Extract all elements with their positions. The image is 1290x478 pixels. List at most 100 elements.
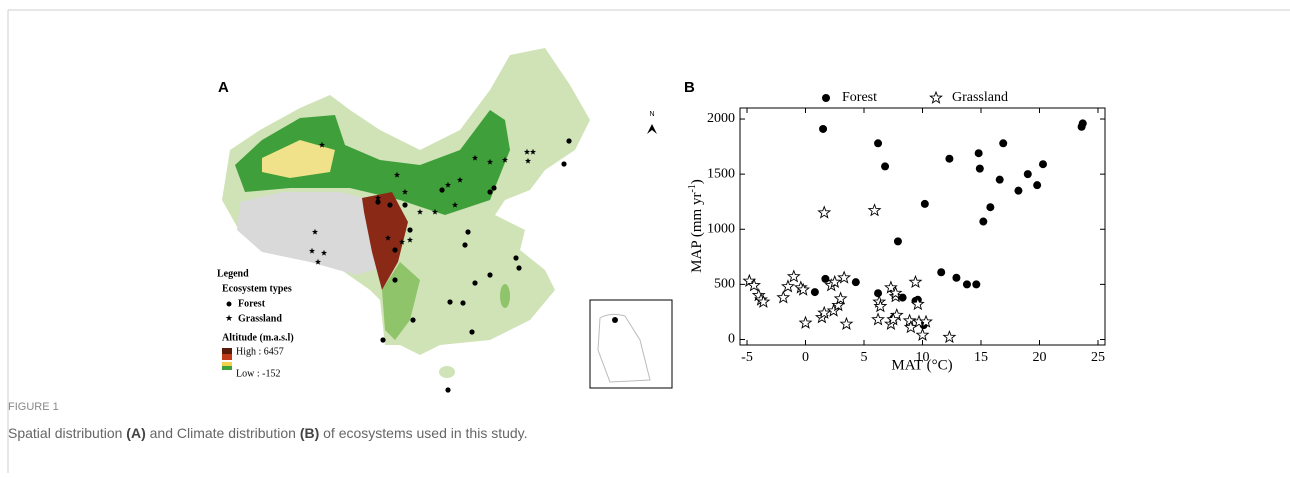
map-forest-site — [392, 247, 397, 252]
point-star — [788, 271, 799, 282]
point-circle — [921, 200, 929, 208]
map-forest-site — [445, 387, 450, 392]
taiwan — [500, 284, 510, 308]
legend-label: Forest — [842, 90, 877, 105]
x-tick-label: 10 — [916, 350, 930, 365]
point-circle — [821, 275, 829, 283]
point-star — [782, 281, 793, 292]
point-circle — [963, 280, 971, 288]
point-circle — [1024, 170, 1032, 178]
figure: A N Legend Ecosystem types Forest ★ Gras… — [0, 0, 1290, 473]
point-star — [872, 314, 883, 325]
point-circle — [852, 278, 860, 286]
y-tick-label: 1000 — [707, 221, 735, 236]
map-forest-site — [402, 202, 407, 207]
map-forest-site — [407, 227, 412, 232]
y-tick-label: 500 — [714, 277, 735, 292]
ramp-lowest — [222, 366, 232, 370]
caption-part: and Climate distribution — [146, 425, 300, 441]
map-forest-site — [447, 299, 452, 304]
point-circle — [819, 125, 827, 133]
map-forest-site — [387, 202, 392, 207]
point-circle — [1014, 187, 1022, 195]
caption-part: of ecosystems used in this study. — [319, 425, 527, 441]
point-star — [800, 317, 811, 328]
point-star — [778, 292, 789, 303]
map-forest-site — [460, 300, 465, 305]
point-star — [835, 293, 846, 304]
y-tick-label: 2000 — [707, 111, 735, 126]
map-forest-site — [465, 229, 470, 234]
x-tick-label: 5 — [861, 350, 868, 365]
point-circle — [874, 139, 882, 147]
point-circle — [986, 203, 994, 211]
point-star — [819, 207, 830, 218]
point-star — [944, 331, 955, 342]
caption-part: Spatial distribution — [8, 425, 126, 441]
point-circle — [1079, 119, 1087, 127]
point-circle — [976, 165, 984, 173]
map-forest-site — [487, 272, 492, 277]
point-star — [910, 276, 921, 287]
y-label-sup: -1 — [687, 184, 698, 192]
map-forest-site — [392, 277, 397, 282]
map-forest-site — [513, 255, 518, 260]
x-tick-label: 15 — [974, 350, 988, 365]
y-tick-label: 1500 — [707, 166, 735, 181]
point-circle — [945, 155, 953, 163]
point-circle — [979, 218, 987, 226]
point-circle — [952, 274, 960, 282]
map-forest-site — [472, 280, 477, 285]
point-circle — [881, 162, 889, 170]
map-forest-site — [491, 185, 496, 190]
point-circle — [1039, 160, 1047, 168]
legend-forest-marker — [227, 302, 232, 307]
point-circle — [937, 268, 945, 276]
ramp-high — [222, 348, 232, 354]
map-forest-site — [375, 199, 380, 204]
x-tick-label: 0 — [802, 350, 809, 365]
panel-label: A — [218, 79, 229, 96]
point-circle — [972, 280, 980, 288]
point-circle — [999, 139, 1007, 147]
y-axis-label: MAP (mm yr-1) — [687, 179, 705, 273]
point-star — [930, 92, 941, 103]
point-star — [917, 329, 928, 340]
map-forest-site — [410, 317, 415, 322]
altitude-high: High : 6457 — [236, 346, 284, 357]
y-label-text: MAP (mm yr — [689, 193, 705, 273]
point-circle — [1033, 181, 1041, 189]
legend-altitude: Altitude (m.a.s.l) — [222, 332, 294, 343]
point-circle — [822, 94, 830, 102]
map-forest-site — [469, 329, 474, 334]
x-tick-label: 25 — [1091, 350, 1105, 365]
map-forest-site — [516, 265, 521, 270]
legend-subtitle: Ecosystem types — [222, 283, 292, 294]
caption-ref: (B) — [300, 425, 319, 441]
panel-label: B — [684, 79, 695, 96]
map-forest-site — [380, 337, 385, 342]
point-circle — [811, 288, 819, 296]
ramp-mid — [222, 354, 232, 360]
legend-grassland-marker: ★ — [225, 313, 233, 323]
caption: Spatial distribution (A) and Climate dis… — [8, 425, 528, 441]
point-circle — [975, 149, 983, 157]
ramp-low — [222, 362, 232, 366]
y-label-end: ) — [689, 179, 705, 184]
plot-frame — [740, 108, 1105, 345]
map-forest-site — [566, 138, 571, 143]
inset-site — [612, 317, 618, 323]
x-tick-label: -5 — [741, 350, 753, 365]
inset-box — [590, 300, 672, 388]
point-star — [869, 205, 880, 216]
point-circle — [874, 289, 882, 297]
caption-ref: (A) — [126, 425, 145, 441]
point-circle — [996, 176, 1004, 184]
altitude-low: Low : -152 — [236, 368, 280, 379]
legend-grassland: Grassland — [238, 313, 282, 324]
legend-title: Legend — [217, 268, 249, 279]
legend-label: Grassland — [952, 90, 1008, 105]
legend-forest: Forest — [238, 298, 266, 309]
y-tick-label: 0 — [728, 332, 735, 347]
